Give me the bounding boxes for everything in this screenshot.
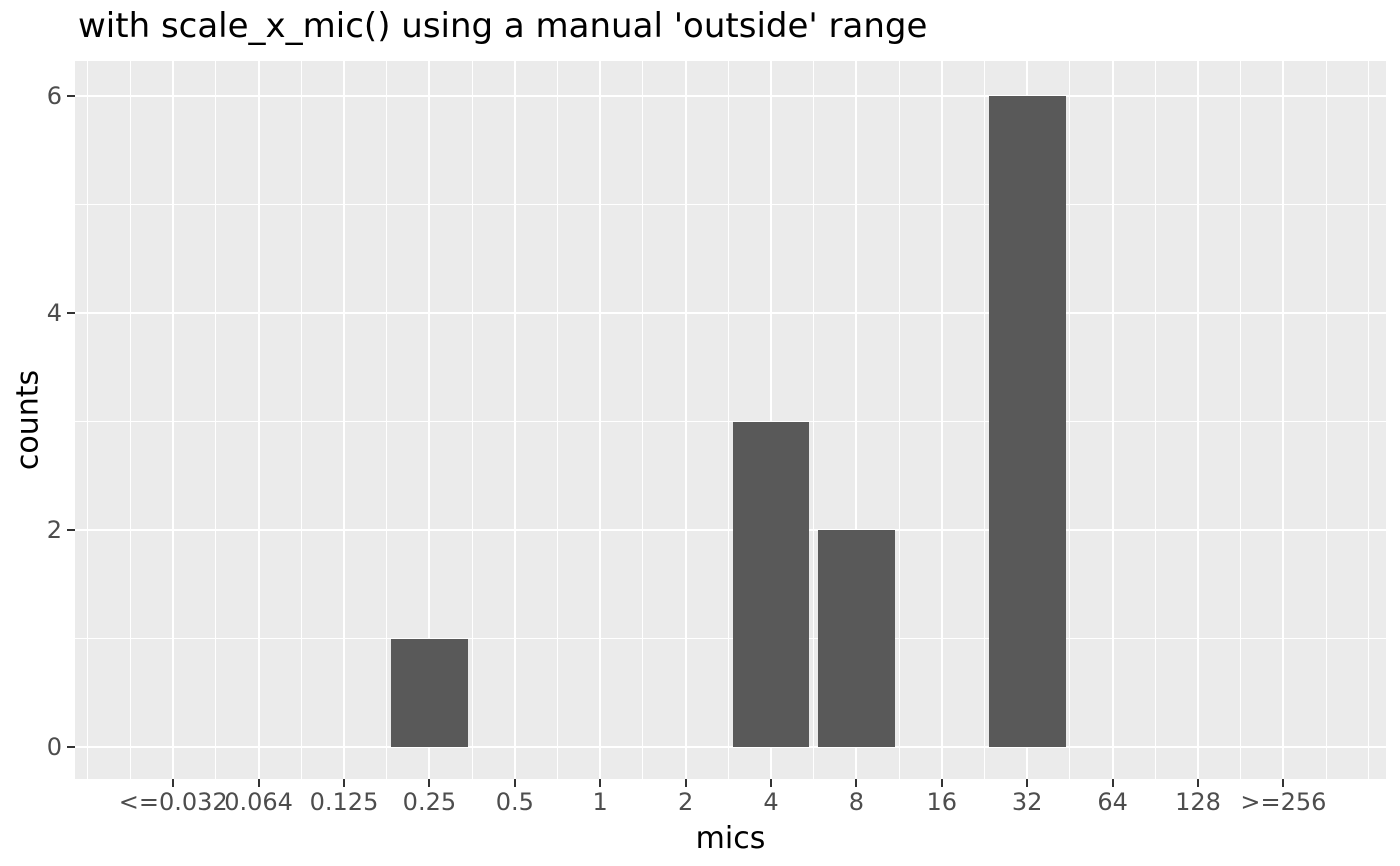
gridline-major-h [75,745,1386,749]
gridline-minor-v [813,61,815,779]
x-tick-mark [1026,779,1029,787]
x-tick-mark [1111,779,1114,787]
gridline-minor-v [300,61,302,779]
gridline-major-v [257,61,260,779]
x-tick-mark [940,779,943,787]
gridline-major-v [1196,61,1200,779]
y-tick-label: 2 [46,516,62,544]
x-tick-label: 2 [677,788,694,816]
x-tick-mark [1197,779,1199,787]
y-tick-mark [67,312,75,314]
gridline-major-v [855,61,858,779]
gridline-minor-v [215,61,217,779]
x-tick-mark [770,779,772,787]
x-axis-label: mics [695,821,766,856]
y-tick-mark [67,746,75,748]
x-tick-label: 0.5 [495,788,534,816]
x-tick-mark [684,779,687,787]
x-tick-mark [172,779,175,787]
x-tick-label: 32 [1011,788,1043,816]
gridline-major-h [75,311,1386,315]
chart-title: with scale_x_mic() using a manual 'outsi… [78,6,928,46]
gridline-major-v [342,61,346,779]
gridline-minor-v [1154,61,1156,779]
gridline-major-v [428,61,431,779]
x-tick-mark [599,779,602,787]
x-tick-label: 8 [848,788,865,816]
gridline-minor-h [75,203,1386,206]
x-tick-label: 0.25 [402,788,457,816]
gridline-minor-v [898,61,900,779]
x-tick-mark [428,779,431,787]
y-tick-label: 6 [46,82,62,110]
gridline-minor-v [1069,61,1071,779]
x-tick-label: 16 [926,788,958,816]
gridline-minor-v [1368,61,1370,779]
gridline-major-v [513,61,516,779]
gridline-minor-v [983,61,986,779]
gridline-minor-h [75,637,1386,640]
bar [732,421,810,747]
x-tick-label: 0.125 [309,788,379,816]
y-tick-label: 4 [46,299,62,327]
y-tick-mark [67,529,75,531]
x-tick-label: >=256 [1240,788,1327,816]
gridline-minor-v [129,61,132,779]
x-tick-label: 0.064 [224,788,293,816]
gridline-major-v [1111,61,1114,779]
bar [390,638,468,747]
x-tick-label: 1 [592,788,608,816]
bar [817,530,895,747]
gridline-minor-v [471,61,473,779]
gridline-minor-v [386,61,388,779]
gridline-major-h [75,94,1386,98]
x-tick-mark [513,779,516,787]
gridline-major-v [599,61,602,779]
gridline-minor-v [1325,61,1327,779]
gridline-major-v [769,61,773,779]
gridline-major-v [1282,61,1285,779]
x-tick-mark [343,779,345,787]
x-tick-label: <=0.032 [118,788,228,816]
gridline-minor-v [87,61,89,779]
gridline-minor-v [556,61,559,779]
y-axis-label: counts [10,369,46,471]
gridline-minor-h [75,420,1386,423]
gridline-minor-v [642,61,644,779]
x-tick-mark [855,779,858,787]
gridline-major-v [172,61,175,779]
gridline-major-h [75,528,1386,532]
x-tick-mark [1282,779,1285,787]
gridline-major-v [684,61,687,779]
x-tick-label: 64 [1097,788,1128,816]
y-tick-label: 0 [46,733,62,761]
x-tick-label: 128 [1175,788,1221,816]
x-tick-label: 4 [763,788,779,816]
gridline-minor-v [1240,61,1242,779]
x-tick-mark [257,779,260,787]
y-tick-mark [67,95,75,97]
bar [988,96,1066,747]
gridline-major-v [940,61,943,779]
gridline-minor-v [727,61,729,779]
plot-panel [75,61,1386,779]
